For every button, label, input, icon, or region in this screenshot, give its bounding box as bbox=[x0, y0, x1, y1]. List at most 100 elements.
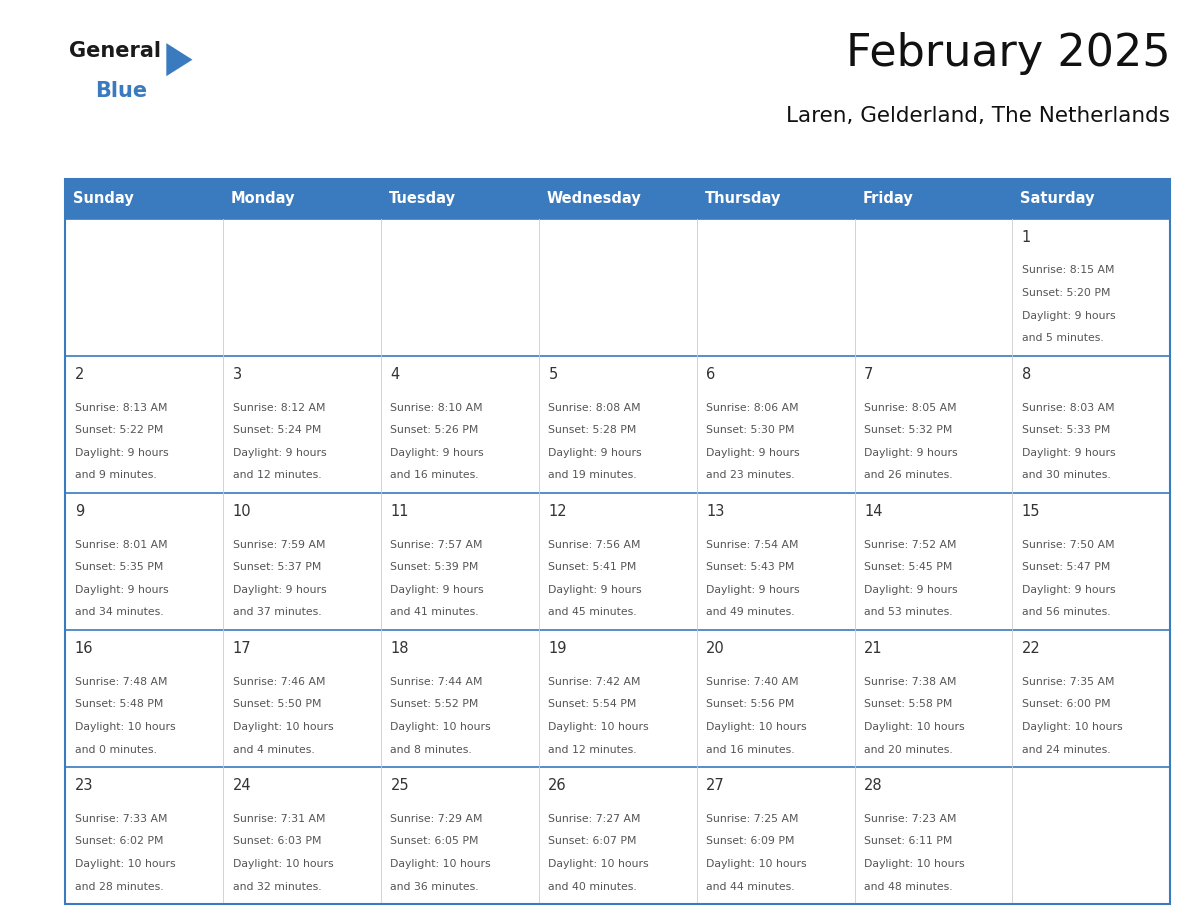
Text: 12: 12 bbox=[549, 504, 567, 519]
Text: Sunrise: 7:33 AM: Sunrise: 7:33 AM bbox=[75, 813, 168, 823]
Text: Blue: Blue bbox=[95, 81, 147, 101]
Text: 4: 4 bbox=[391, 367, 399, 382]
Text: Daylight: 10 hours: Daylight: 10 hours bbox=[864, 722, 965, 732]
Text: Daylight: 9 hours: Daylight: 9 hours bbox=[549, 585, 642, 595]
Bar bbox=[696, 218, 854, 356]
Text: Sunrise: 7:54 AM: Sunrise: 7:54 AM bbox=[706, 540, 798, 550]
Text: and 12 minutes.: and 12 minutes. bbox=[549, 744, 637, 755]
Text: Sunset: 5:50 PM: Sunset: 5:50 PM bbox=[233, 700, 321, 710]
Text: Sunrise: 7:59 AM: Sunrise: 7:59 AM bbox=[233, 540, 326, 550]
Bar bbox=[696, 630, 854, 767]
Text: 5: 5 bbox=[549, 367, 557, 382]
Text: Daylight: 10 hours: Daylight: 10 hours bbox=[706, 722, 807, 732]
Bar bbox=[381, 218, 539, 356]
Text: Daylight: 10 hours: Daylight: 10 hours bbox=[75, 859, 176, 869]
Text: 9: 9 bbox=[75, 504, 84, 519]
Text: Daylight: 10 hours: Daylight: 10 hours bbox=[233, 859, 334, 869]
Text: Sunrise: 7:56 AM: Sunrise: 7:56 AM bbox=[549, 540, 640, 550]
Text: 23: 23 bbox=[75, 778, 94, 793]
Text: and 56 minutes.: and 56 minutes. bbox=[1022, 608, 1111, 618]
Text: Sunset: 5:58 PM: Sunset: 5:58 PM bbox=[864, 700, 953, 710]
Text: and 53 minutes.: and 53 minutes. bbox=[864, 608, 953, 618]
Bar bbox=[696, 356, 854, 493]
Bar bbox=[854, 493, 1012, 630]
Bar bbox=[381, 356, 539, 493]
Text: Sunset: 6:09 PM: Sunset: 6:09 PM bbox=[706, 836, 795, 846]
Text: 22: 22 bbox=[1022, 641, 1041, 656]
Text: Sunset: 5:28 PM: Sunset: 5:28 PM bbox=[549, 425, 637, 435]
Text: Sunrise: 7:23 AM: Sunrise: 7:23 AM bbox=[864, 813, 956, 823]
Text: 28: 28 bbox=[864, 778, 883, 793]
Text: 8: 8 bbox=[1022, 367, 1031, 382]
Text: 3: 3 bbox=[233, 367, 242, 382]
Text: and 24 minutes.: and 24 minutes. bbox=[1022, 744, 1111, 755]
Bar bbox=[696, 179, 854, 218]
Text: Daylight: 10 hours: Daylight: 10 hours bbox=[1022, 722, 1123, 732]
Bar bbox=[539, 179, 696, 218]
Text: and 26 minutes.: and 26 minutes. bbox=[864, 470, 953, 480]
Text: Daylight: 9 hours: Daylight: 9 hours bbox=[706, 585, 800, 595]
Text: Daylight: 9 hours: Daylight: 9 hours bbox=[864, 585, 958, 595]
Text: 15: 15 bbox=[1022, 504, 1041, 519]
Text: Sunrise: 8:01 AM: Sunrise: 8:01 AM bbox=[75, 540, 168, 550]
Text: Saturday: Saturday bbox=[1020, 192, 1094, 207]
Bar bbox=[223, 630, 381, 767]
Text: and 45 minutes.: and 45 minutes. bbox=[549, 608, 637, 618]
Text: Sunset: 5:43 PM: Sunset: 5:43 PM bbox=[706, 562, 795, 572]
Text: Sunset: 5:56 PM: Sunset: 5:56 PM bbox=[706, 700, 795, 710]
Bar bbox=[65, 179, 223, 218]
Bar bbox=[65, 493, 223, 630]
Text: Sunrise: 7:25 AM: Sunrise: 7:25 AM bbox=[706, 813, 798, 823]
Text: Daylight: 10 hours: Daylight: 10 hours bbox=[549, 859, 649, 869]
Text: Sunrise: 7:29 AM: Sunrise: 7:29 AM bbox=[391, 813, 484, 823]
Text: Daylight: 10 hours: Daylight: 10 hours bbox=[391, 859, 491, 869]
Bar bbox=[65, 630, 223, 767]
Text: 25: 25 bbox=[391, 778, 409, 793]
Text: 11: 11 bbox=[391, 504, 409, 519]
Text: Sunset: 6:11 PM: Sunset: 6:11 PM bbox=[864, 836, 953, 846]
Bar bbox=[65, 179, 1170, 904]
Text: Sunset: 5:48 PM: Sunset: 5:48 PM bbox=[75, 700, 163, 710]
Text: Friday: Friday bbox=[862, 192, 914, 207]
Text: and 44 minutes.: and 44 minutes. bbox=[706, 881, 795, 891]
Text: Sunset: 6:05 PM: Sunset: 6:05 PM bbox=[391, 836, 479, 846]
Bar bbox=[1012, 179, 1170, 218]
Bar bbox=[381, 493, 539, 630]
Text: 13: 13 bbox=[706, 504, 725, 519]
Bar bbox=[1012, 767, 1170, 904]
Text: Sunrise: 8:12 AM: Sunrise: 8:12 AM bbox=[233, 403, 326, 412]
Text: Sunrise: 7:35 AM: Sunrise: 7:35 AM bbox=[1022, 677, 1114, 687]
Bar bbox=[854, 356, 1012, 493]
Bar bbox=[65, 356, 223, 493]
Text: Daylight: 10 hours: Daylight: 10 hours bbox=[75, 722, 176, 732]
Bar bbox=[854, 630, 1012, 767]
Text: Sunrise: 7:40 AM: Sunrise: 7:40 AM bbox=[706, 677, 798, 687]
Bar bbox=[1012, 493, 1170, 630]
Text: Daylight: 9 hours: Daylight: 9 hours bbox=[75, 448, 169, 458]
Text: and 40 minutes.: and 40 minutes. bbox=[549, 881, 637, 891]
Text: Sunset: 5:45 PM: Sunset: 5:45 PM bbox=[864, 562, 953, 572]
Text: February 2025: February 2025 bbox=[846, 32, 1170, 75]
Text: Sunset: 5:52 PM: Sunset: 5:52 PM bbox=[391, 700, 479, 710]
Text: and 0 minutes.: and 0 minutes. bbox=[75, 744, 157, 755]
Polygon shape bbox=[166, 43, 192, 76]
Bar bbox=[1012, 218, 1170, 356]
Text: Sunday: Sunday bbox=[74, 192, 134, 207]
Text: and 12 minutes.: and 12 minutes. bbox=[233, 470, 321, 480]
Text: Sunset: 5:39 PM: Sunset: 5:39 PM bbox=[391, 562, 479, 572]
Text: and 20 minutes.: and 20 minutes. bbox=[864, 744, 953, 755]
Text: and 9 minutes.: and 9 minutes. bbox=[75, 470, 157, 480]
Bar bbox=[539, 218, 696, 356]
Text: Sunset: 6:00 PM: Sunset: 6:00 PM bbox=[1022, 700, 1111, 710]
Text: and 34 minutes.: and 34 minutes. bbox=[75, 608, 164, 618]
Text: and 4 minutes.: and 4 minutes. bbox=[233, 744, 315, 755]
Text: 27: 27 bbox=[706, 778, 725, 793]
Text: and 30 minutes.: and 30 minutes. bbox=[1022, 470, 1111, 480]
Bar bbox=[223, 356, 381, 493]
Text: Sunset: 5:33 PM: Sunset: 5:33 PM bbox=[1022, 425, 1111, 435]
Text: Sunrise: 7:44 AM: Sunrise: 7:44 AM bbox=[391, 677, 484, 687]
Text: Daylight: 10 hours: Daylight: 10 hours bbox=[549, 722, 649, 732]
Text: 14: 14 bbox=[864, 504, 883, 519]
Text: Daylight: 9 hours: Daylight: 9 hours bbox=[864, 448, 958, 458]
Text: Sunrise: 8:05 AM: Sunrise: 8:05 AM bbox=[864, 403, 956, 412]
